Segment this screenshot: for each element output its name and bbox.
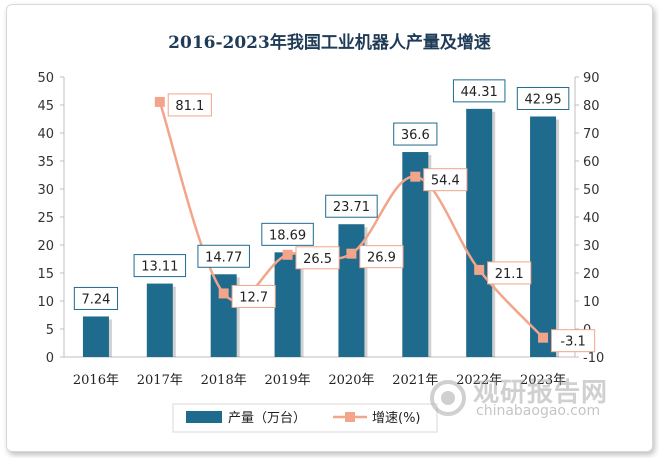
bar-data-label-box [516, 86, 570, 110]
y-right-tick-label: 80 [583, 99, 600, 114]
line-marker [282, 249, 293, 260]
y-left-tick-label: 10 [37, 295, 54, 310]
line-data-label: 81.1 [175, 99, 204, 114]
line-data-label: 21.1 [495, 267, 524, 282]
y-right-tick-label: 60 [583, 155, 600, 170]
x-tick-label: 2018年 [201, 373, 247, 388]
line-data-label: 12.7 [239, 290, 268, 305]
watermark-logo-icon [430, 380, 466, 416]
y-right-tick-label: 40 [583, 211, 600, 226]
bar-data-label-box [133, 254, 187, 278]
y-left-tick-label: 25 [37, 211, 54, 226]
bar-data-label: 14.77 [205, 250, 242, 265]
x-tick-label: 2022年 [456, 373, 502, 388]
bar-series [82, 108, 560, 357]
bar [82, 316, 109, 357]
x-tick-label: 2019年 [265, 373, 311, 388]
line-data-label: 54.4 [431, 174, 460, 189]
bar-data-label: 23.71 [333, 200, 370, 215]
bar-data-label-box [197, 244, 250, 268]
line-data-label-box [167, 93, 212, 117]
y-left-tick-label: 50 [37, 71, 54, 86]
y-left-tick-label: 5 [46, 323, 54, 338]
y-right-tick-label: 20 [583, 267, 600, 282]
bar-data-label-box [325, 194, 378, 218]
y-left-tick-label: 30 [37, 183, 54, 198]
line-data-label-box [295, 246, 340, 270]
line-series [154, 96, 549, 343]
x-tick-label: 2023年 [520, 373, 566, 388]
bar-data-label-box [73, 286, 119, 310]
bar [530, 116, 557, 357]
legend-bar-swatch [186, 411, 222, 423]
legend: 产量（万台） 增速(%) [172, 403, 438, 433]
bar-data-label: 42.95 [524, 92, 561, 107]
y-left-tick-label: 35 [37, 155, 54, 170]
y-right-tick-label: -10 [583, 351, 604, 366]
y-left-tick-label: 15 [37, 267, 54, 282]
line-data-label-box [359, 245, 404, 269]
chart-axes: 05101520253035404550-1001020304050607080… [37, 71, 604, 388]
line-data-label-box [487, 261, 532, 285]
x-tick-label: 2016年 [73, 373, 119, 388]
data-labels: 7.24 13.11 14.77 18.69 23.71 36.6 44.31 42.95 81… [73, 79, 596, 353]
line-marker [346, 248, 357, 259]
line-data-label-box [423, 168, 468, 192]
bar-data-label-box [452, 79, 506, 103]
x-tick-label: 2021年 [392, 373, 438, 388]
bar-data-label: 7.24 [81, 292, 110, 307]
legend-bar-label: 产量（万台） [228, 411, 306, 426]
bar-data-label: 18.69 [269, 228, 306, 243]
watermark-cn: 观研报告网 [473, 378, 609, 408]
bar [274, 252, 301, 357]
y-right-tick-label: 10 [583, 295, 600, 310]
bar [466, 108, 493, 357]
line-data-label: 26.9 [367, 251, 396, 266]
y-left-tick-label: 40 [37, 127, 54, 142]
y-left-tick-label: 20 [37, 239, 54, 254]
y-left-tick-label: 45 [37, 99, 54, 114]
chart-title: 2016-2023年我国工业机器人产量及增速 [168, 33, 491, 53]
x-tick-label: 2020年 [328, 373, 374, 388]
bar [146, 283, 173, 357]
line-marker [538, 332, 549, 343]
line-marker [154, 96, 165, 107]
legend-line-marker [345, 412, 355, 422]
line-marker [218, 288, 229, 299]
line-data-label-box [550, 329, 596, 353]
bar-data-label-box [261, 222, 314, 246]
y-right-tick-label: 90 [583, 71, 600, 86]
watermark-en: chinabaogao.com [476, 403, 601, 419]
x-tick-label: 2017年 [137, 373, 183, 388]
y-right-tick-label: 30 [583, 239, 600, 254]
line-data-label-box [231, 284, 276, 308]
y-right-tick-label: 70 [583, 127, 600, 142]
bar-data-label: 36.6 [401, 128, 430, 143]
line-data-label: -3.1 [560, 335, 585, 350]
bar-data-label: 13.11 [141, 260, 178, 275]
bar-data-label-box [393, 122, 438, 146]
y-right-tick-label: 50 [583, 183, 600, 198]
bar-data-label: 44.31 [461, 85, 498, 100]
y-left-tick-label: 0 [46, 351, 54, 366]
line-marker [474, 264, 485, 275]
line-marker [410, 171, 421, 182]
line-data-label: 26.5 [303, 252, 332, 267]
legend-line-label: 增速(%) [372, 411, 421, 426]
